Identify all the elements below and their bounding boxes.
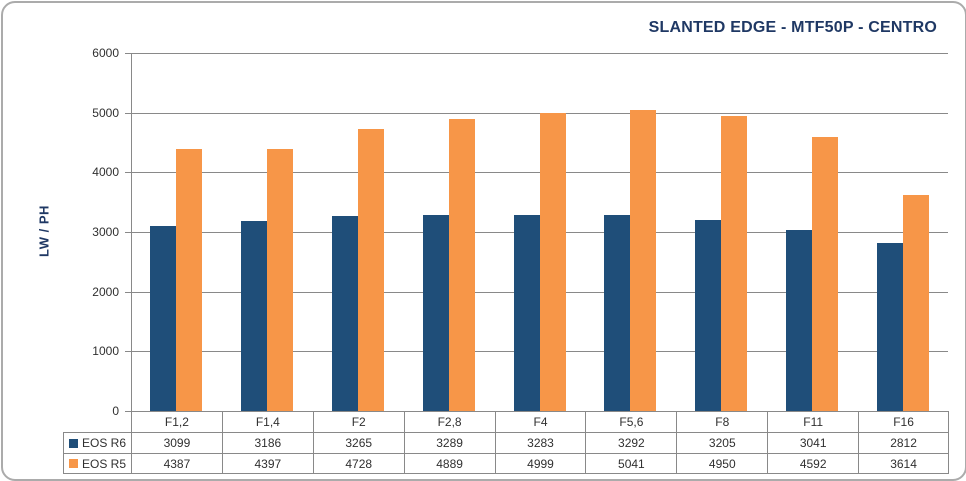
bar-eos-r6-f1-2	[150, 226, 176, 411]
value-cell-eos-r6-f4: 3283	[494, 432, 586, 453]
bar-eos-r6-f5-6	[604, 215, 630, 411]
category-header-f2: F2	[312, 411, 404, 432]
category-header-f8: F8	[676, 411, 768, 432]
legend-key-eos-r6: EOS R6	[63, 432, 131, 453]
value-cell-eos-r5-f1-2: 4387	[131, 453, 222, 474]
bar-eos-r5-f8	[721, 116, 747, 411]
legend-label-eos-r5: EOS R5	[82, 456, 127, 471]
value-cell-eos-r5-f11: 4592	[767, 453, 859, 474]
y-tick-label-5000: 5000	[92, 106, 119, 120]
y-tick-label-2000: 2000	[92, 285, 119, 299]
y-tick-6000	[125, 53, 131, 54]
plot-area: 0 1000 2000 3000 4000 5000 6000	[3, 3, 965, 479]
value-cell-eos-r5-f2: 4728	[312, 453, 404, 474]
data-table: F1,2 F1,4 F2 F2,8 F4 F5,6 F8 F11 F16 EOS R6 3099 31…	[63, 411, 949, 474]
value-cell-eos-r6-f11: 3041	[767, 432, 859, 453]
bar-eos-r6-f2	[332, 216, 358, 411]
chart-title: SLANTED EDGE - MTF50P - CENTRO	[648, 19, 937, 36]
value-cell-eos-r5-f16: 3614	[858, 453, 949, 474]
category-header-f16: F16	[858, 411, 949, 432]
bar-eos-r6-f2-8	[423, 215, 449, 411]
y-axis-line	[131, 53, 132, 411]
y-tick-2000	[125, 292, 131, 293]
bar-eos-r5-f16	[903, 195, 929, 411]
y-gridline-5000	[131, 113, 948, 114]
value-cell-eos-r6-f1-4: 3186	[221, 432, 313, 453]
category-header-f4: F4	[494, 411, 586, 432]
bar-eos-r5-f5-6	[630, 110, 656, 411]
value-cell-eos-r5-f1-4: 4397	[221, 453, 313, 474]
y-gridline-4000	[131, 172, 948, 173]
value-cell-eos-r5-f8: 4950	[676, 453, 768, 474]
bar-eos-r6-f11	[786, 230, 812, 411]
legend-swatch-eos-r6	[69, 438, 78, 448]
value-cell-eos-r6-f2: 3265	[312, 432, 404, 453]
bar-eos-r6-f8	[695, 220, 721, 411]
bar-eos-r5-f2-8	[449, 119, 475, 411]
value-cell-eos-r6-f8: 3205	[676, 432, 768, 453]
value-cell-eos-r6-f16: 2812	[858, 432, 949, 453]
bar-eos-r5-f1-4	[267, 149, 293, 411]
y-tick-1000	[125, 351, 131, 352]
bar-eos-r5-f11	[812, 137, 838, 411]
value-cell-eos-r6-f1-2: 3099	[131, 432, 222, 453]
value-cell-eos-r6-f2-8: 3289	[403, 432, 495, 453]
y-tick-label-0: 0	[112, 404, 119, 418]
y-tick-5000	[125, 113, 131, 114]
y-tick-0	[125, 411, 131, 412]
value-cell-eos-r5-f4: 4999	[494, 453, 586, 474]
y-tick-label-1000: 1000	[92, 344, 119, 358]
value-cell-eos-r5-f5-6: 5041	[585, 453, 677, 474]
bar-eos-r6-f1-4	[241, 221, 267, 411]
category-header-f1-4: F1,4	[221, 411, 313, 432]
category-header-f1-2: F1,2	[131, 411, 222, 432]
category-header-f11: F11	[767, 411, 859, 432]
y-gridline-6000	[131, 53, 948, 54]
value-cell-eos-r6-f5-6: 3292	[585, 432, 677, 453]
category-header-f2-8: F2,8	[403, 411, 495, 432]
legend-key-eos-r5: EOS R5	[63, 453, 131, 474]
legend-label-eos-r6: EOS R6	[82, 436, 127, 450]
bar-eos-r5-f1-2	[176, 149, 202, 411]
y-tick-3000	[125, 232, 131, 233]
y-tick-label-3000: 3000	[92, 225, 119, 239]
table-corner-blank	[63, 411, 131, 432]
bar-eos-r5-f4	[540, 113, 566, 411]
bar-eos-r6-f4	[514, 215, 540, 411]
y-tick-label-6000: 6000	[92, 46, 119, 60]
value-cell-eos-r5-f2-8: 4889	[403, 453, 495, 474]
legend-swatch-eos-r5	[69, 459, 78, 468]
y-tick-label-4000: 4000	[92, 165, 119, 179]
y-tick-4000	[125, 172, 131, 173]
bar-eos-r5-f2	[358, 129, 384, 411]
bar-eos-r6-f16	[877, 243, 903, 411]
category-header-f5-6: F5,6	[585, 411, 677, 432]
